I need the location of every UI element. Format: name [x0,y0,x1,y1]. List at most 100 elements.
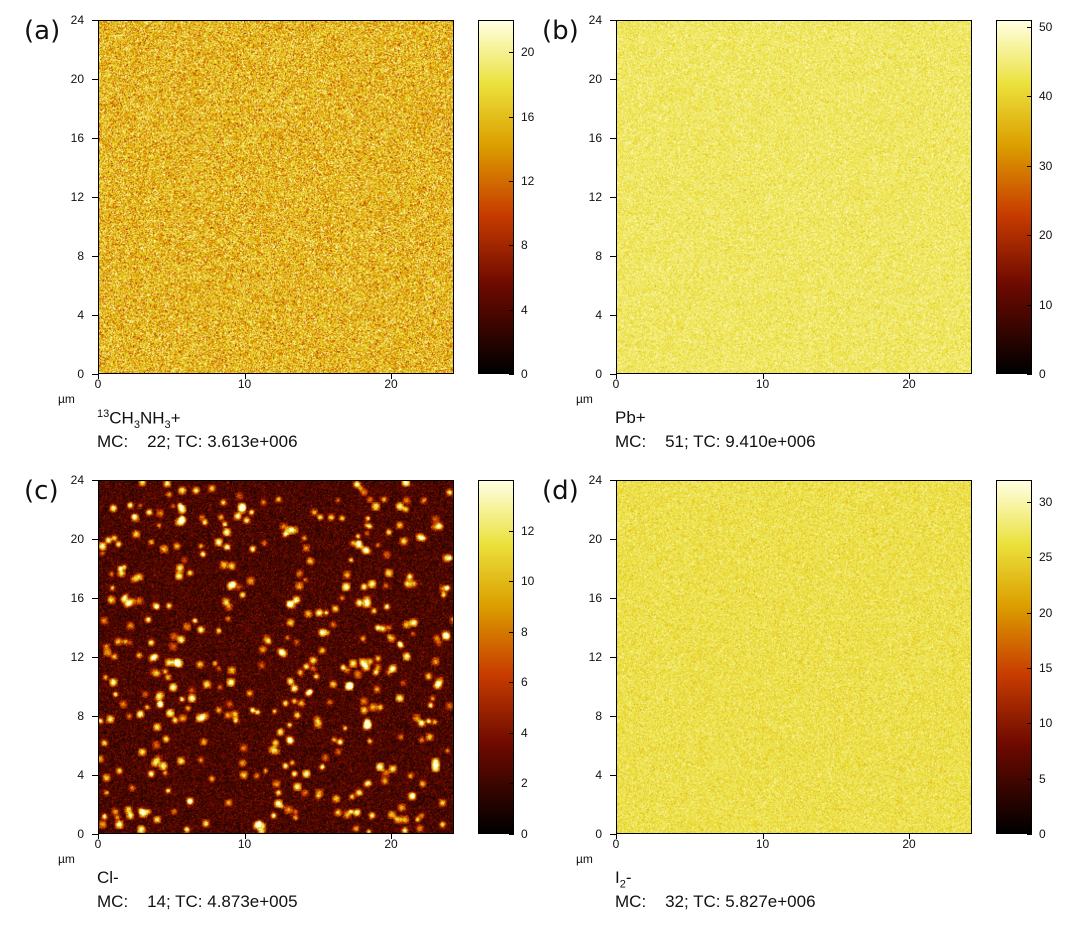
colorbar-tick-mark [509,581,514,583]
y-tick-label: 0 [595,827,602,841]
x-tick-label: 20 [384,837,398,851]
colorbar-tick-mark [509,834,514,835]
y-tick-mark [92,716,98,717]
colorbar-tick-mark [509,116,514,118]
colorbar-tick-label: 20 [1039,228,1053,243]
colorbar-tick-label: 12 [521,173,535,188]
x-tick-mark [762,834,764,839]
y-tick-label: 20 [588,72,602,86]
species-label: Cl- [97,868,119,887]
panel-c: (c) µm Cl- MC: 14; TC: 4.873e+005 0 4 8 12 1… [0,460,538,920]
colorbar [996,20,1032,374]
colorbar-tick-mark [509,309,514,311]
y-tick-label: 16 [588,131,602,145]
colorbar-tick-mark [1027,304,1032,306]
y-tick-mark [92,598,98,599]
y-tick-label: 4 [77,308,84,322]
y-tick-mark [92,315,98,316]
counts-label: MC: 22; TC: 3.613e+006 [97,432,298,451]
y-tick-label: 4 [77,768,84,782]
panel-a: (a) µm 13CH3NH3+ MC: 22; TC: 3.613e+006 … [0,0,538,460]
y-tick-label: 24 [70,13,84,27]
y-tick-mark [610,539,616,540]
colorbar-tick-mark [1027,165,1032,167]
panel-label: (a) [24,16,61,46]
panel-d: (d) µm I2- MC: 32; TC: 5.827e+006 0 4 8 12 1… [518,460,1056,920]
colorbar-tick-mark [509,374,514,375]
colorbar-tick-label: 12 [521,523,535,538]
y-tick-mark [610,834,616,835]
colorbar-tick-mark [509,682,514,684]
y-tick-mark [610,598,616,599]
colorbar-tick-mark [1027,612,1032,614]
y-tick-mark [92,138,98,139]
colorbar-tick-label: 8 [521,624,528,639]
colorbar-tick-label: 2 [521,776,528,791]
x-tick-mark [762,374,764,379]
colorbar-tick-label: 20 [521,45,535,60]
heatmap-plot [98,20,454,374]
y-tick-mark [92,20,98,21]
x-tick-mark [244,834,246,839]
x-tick-mark [391,834,392,839]
panel-b: (b) µm Pb+ MC: 51; TC: 9.410e+006 0 4 8 12 1… [518,0,1056,460]
colorbar-tick-label: 15 [1039,661,1053,676]
y-tick-mark [610,775,616,776]
y-tick-mark [610,480,616,481]
colorbar-tick-mark [1027,235,1032,237]
y-tick-label: 24 [588,473,602,487]
y-tick-label: 12 [70,650,84,664]
y-tick-mark [610,657,616,658]
colorbar-tick-label: 6 [521,675,528,690]
colorbar-tick-label: 5 [1039,771,1046,786]
x-tick-label: 10 [237,377,252,391]
colorbar-tick-label: 8 [521,238,528,253]
x-tick-label: 0 [94,837,102,851]
axis-unit: µm [576,852,593,866]
y-tick-label: 0 [595,367,602,381]
colorbar-tick-label: 0 [1039,827,1046,841]
y-tick-label: 20 [70,72,84,86]
x-tick-label: 20 [902,377,916,391]
axis-unit: µm [58,852,75,866]
colorbar-tick-label: 20 [1039,605,1053,620]
x-tick-mark [244,374,246,379]
panel-label: (d) [542,476,579,506]
x-tick-mark [909,374,910,379]
y-tick-label: 24 [588,13,602,27]
x-tick-mark [98,374,99,379]
y-tick-mark [610,716,616,717]
colorbar-tick-mark [509,783,514,785]
y-tick-mark [92,657,98,658]
counts-label: MC: 32; TC: 5.827e+006 [615,892,816,911]
y-tick-label: 20 [588,532,602,546]
heatmap-plot [616,20,972,374]
colorbar-tick-label: 4 [521,725,528,740]
colorbar-tick-mark [509,732,514,734]
y-tick-label: 0 [77,827,84,841]
y-tick-label: 12 [70,190,84,204]
colorbar-tick-mark [1027,26,1032,28]
y-tick-mark [92,256,98,257]
colorbar-tick-mark [1027,723,1032,725]
colorbar-tick-mark [1027,502,1032,504]
colorbar-tick-label: 10 [1039,297,1053,312]
species-label: 13CH3NH3+ [97,408,181,432]
y-tick-mark [610,138,616,139]
y-tick-mark [610,256,616,257]
y-tick-mark [92,374,98,375]
x-tick-label: 10 [755,837,770,851]
colorbar-tick-label: 0 [521,367,528,381]
x-tick-label: 10 [755,377,770,391]
x-tick-mark [616,834,617,839]
colorbar-tick-label: 4 [521,302,528,317]
colorbar-tick-label: 0 [1039,367,1046,381]
colorbar-tick-mark [1027,778,1032,780]
x-tick-mark [391,374,392,379]
colorbar-tick-label: 30 [1039,158,1053,173]
y-tick-label: 4 [595,308,602,322]
y-tick-label: 8 [595,709,602,723]
colorbar-tick-label: 50 [1039,19,1053,34]
species-label: I2- [615,868,632,891]
x-tick-label: 20 [902,837,916,851]
